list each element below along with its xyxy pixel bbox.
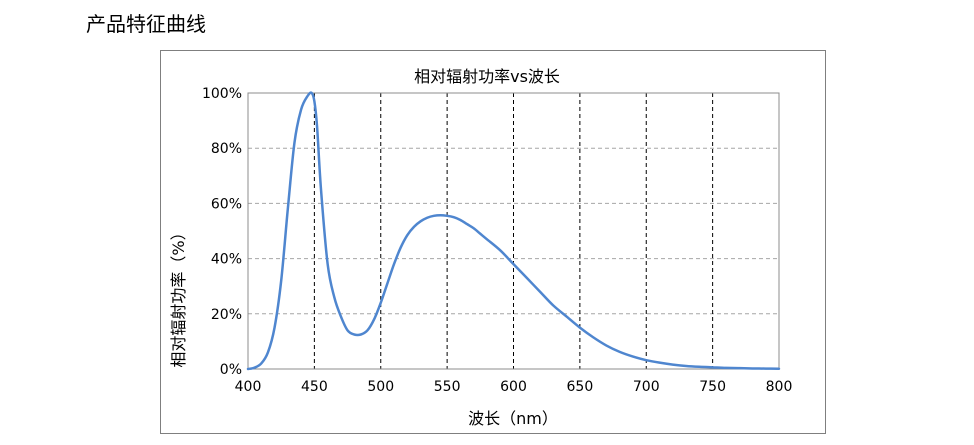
- page-heading: 产品特征曲线: [86, 12, 206, 36]
- y-tick-label: 0%: [220, 362, 242, 378]
- x-tick-label: 450: [301, 379, 328, 395]
- grid-layer: [248, 93, 779, 369]
- chart-svg: 相对辐射功率vs波长 0% 20% 40% 60% 80% 100% 400 450 500 55…: [169, 67, 792, 428]
- y-tick-label: 20%: [211, 307, 242, 323]
- x-tick-label: 500: [367, 379, 394, 395]
- x-tick-label: 600: [500, 379, 527, 395]
- ticks-layer: 0% 20% 40% 60% 80% 100% 400 450 500 550 600 650 700 7…: [202, 86, 792, 395]
- chart-frame: 相对辐射功率vs波长 0% 20% 40% 60% 80% 100% 400 450 500 55…: [160, 50, 826, 434]
- chart-title: 相对辐射功率vs波长: [414, 67, 560, 86]
- x-tick-label: 400: [235, 379, 262, 395]
- x-tick-label: 650: [567, 379, 594, 395]
- series-line: [246, 91, 781, 371]
- plot-area-border: [247, 92, 780, 370]
- x-axis-title: 波长（nm）: [468, 409, 558, 428]
- y-axis-title: 相对辐射功率（%）: [169, 224, 188, 367]
- y-tick-label: 60%: [211, 196, 242, 212]
- x-tick-label: 550: [434, 379, 461, 395]
- x-tick-label: 800: [766, 379, 793, 395]
- x-tick-label: 700: [633, 379, 660, 395]
- y-tick-label: 40%: [211, 252, 242, 268]
- y-tick-label: 80%: [211, 141, 242, 157]
- x-tick-label: 750: [699, 379, 726, 395]
- y-tick-label: 100%: [202, 86, 242, 102]
